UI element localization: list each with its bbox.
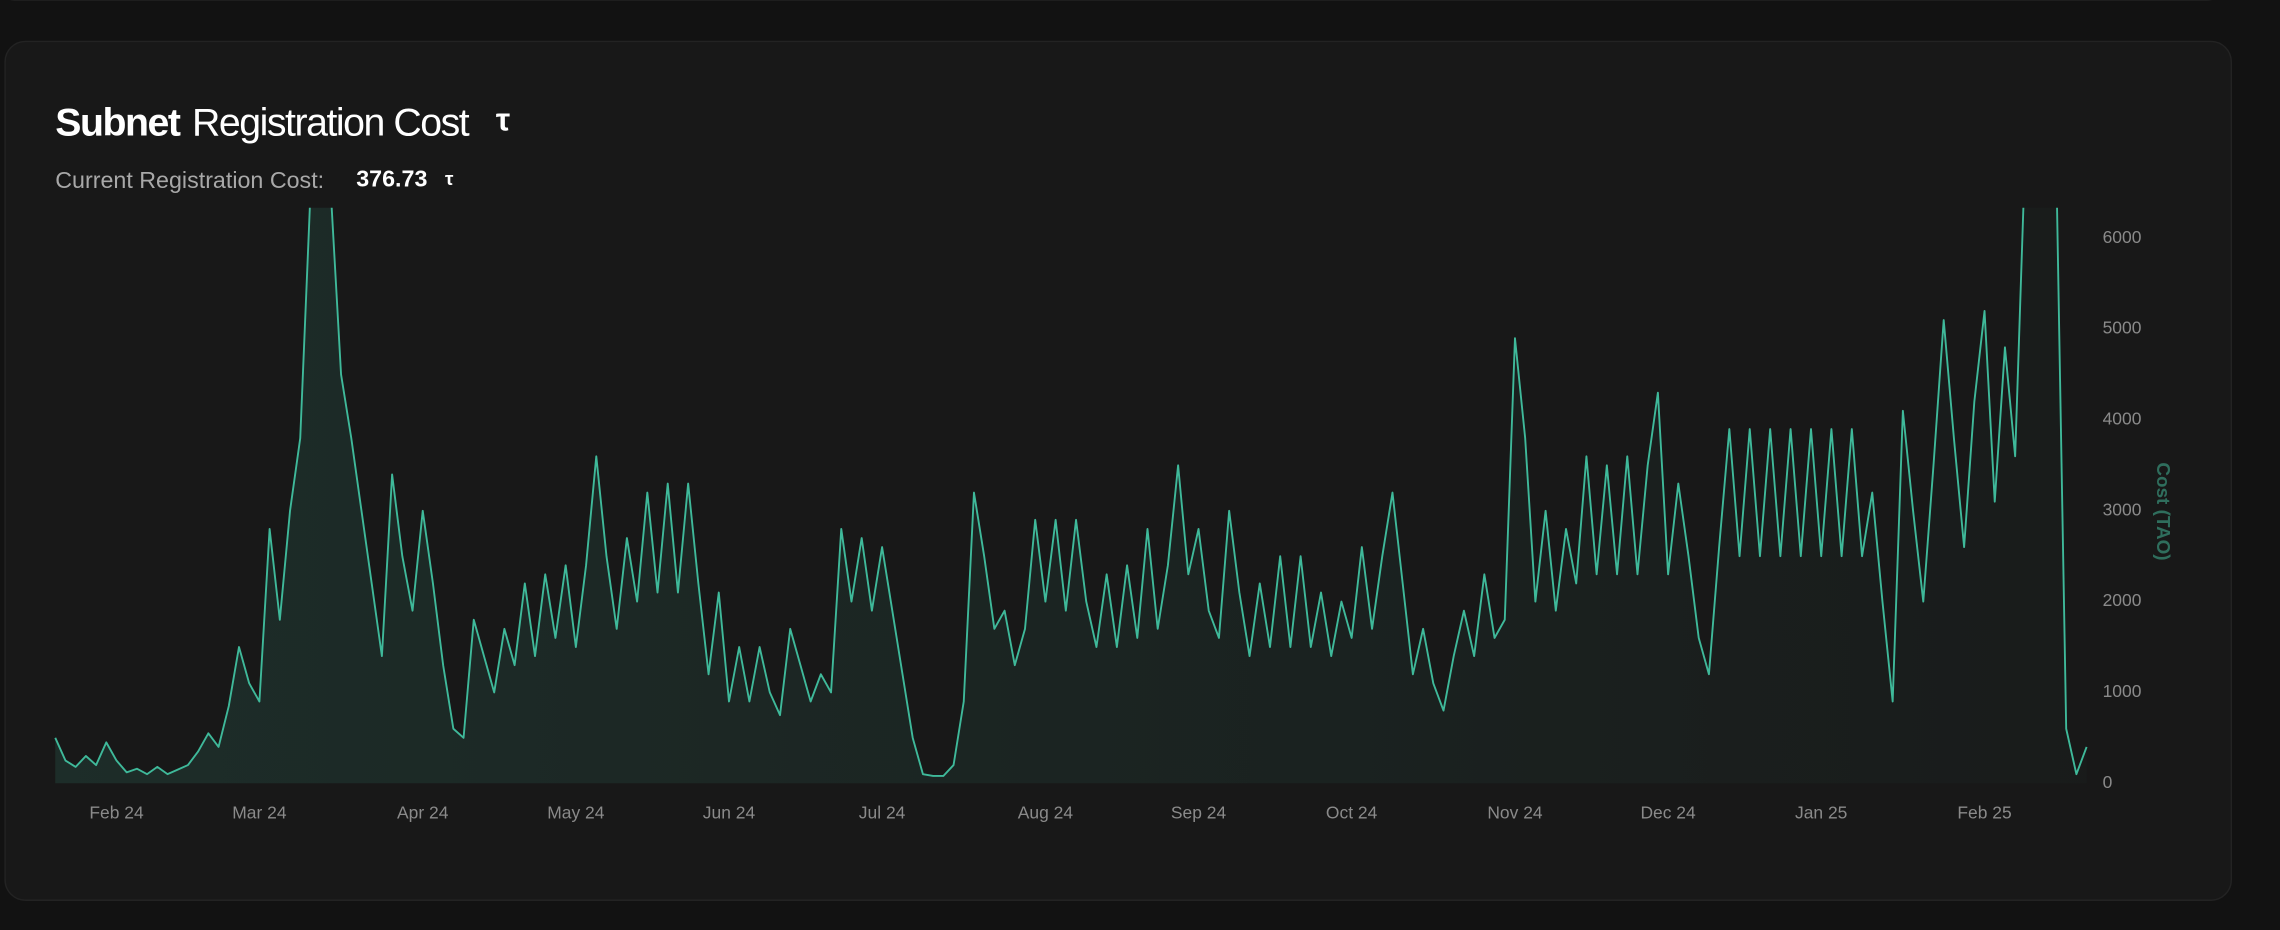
y-tick-label: 3000 [2103,499,2142,519]
area [55,207,2087,784]
line [54,207,2088,777]
y-tick-label: 4000 [2103,409,2142,429]
x-tick-label: Jun 24 [703,802,756,822]
current-value: 376.73 [356,165,427,191]
title-symbol: τ [496,102,510,138]
x-tick-label: Feb 25 [1957,802,2011,822]
y-tick-label: 2000 [2103,590,2142,610]
x-tick-label: Mar 24 [232,802,287,822]
y-axis-label: Cost (TAO) [2152,462,2173,560]
y-tick-label: 1000 [2103,681,2142,701]
x-tick-label: Jul 24 [859,802,906,822]
x-tick-label: Jan 25 [1795,802,1847,822]
y-tick-label: 5000 [2103,318,2142,338]
title-bold: Subnet [55,100,181,144]
title-rest: Registration Cost [192,100,470,144]
current-symbol: τ [445,169,454,190]
plot [54,207,2088,784]
x-tick-label: Apr 24 [397,802,449,822]
x-tick-label: Aug 24 [1018,802,1074,822]
y-tick-label: 6000 [2103,227,2142,247]
x-tick-label: Oct 24 [1326,802,1378,822]
x-tick-label: Sep 24 [1171,802,1227,822]
x-tick-label: Feb 24 [89,802,144,822]
x-tick-label: May 24 [547,802,605,822]
current-label: Current Registration Cost: [55,167,324,193]
y-tick-label: 0 [2103,772,2113,792]
x-tick-label: Nov 24 [1487,802,1543,822]
x-tick-label: Dec 24 [1640,802,1696,822]
